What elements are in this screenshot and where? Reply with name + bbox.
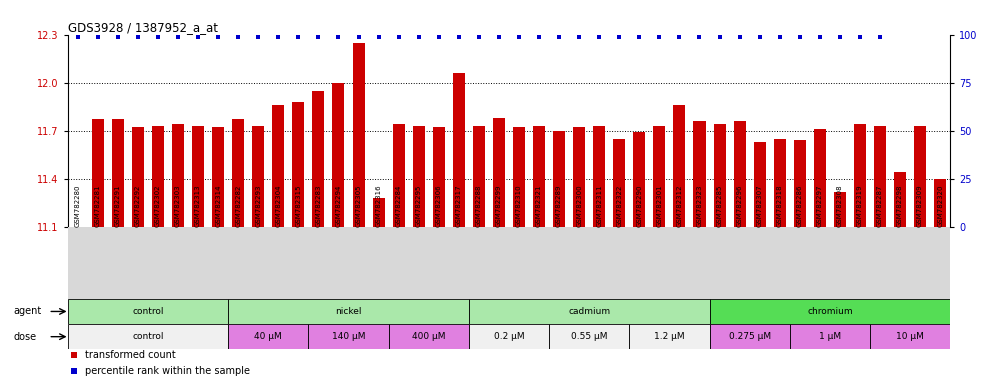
Bar bbox=[754, 142, 766, 227]
Bar bbox=[469, 324, 549, 349]
Bar bbox=[453, 73, 465, 227]
Bar bbox=[774, 139, 786, 227]
Bar bbox=[633, 132, 645, 227]
Bar bbox=[152, 126, 164, 227]
Text: 1.2 μM: 1.2 μM bbox=[654, 332, 684, 341]
Text: 140 μM: 140 μM bbox=[332, 332, 366, 341]
Bar bbox=[794, 140, 806, 227]
Text: 10 μM: 10 μM bbox=[896, 332, 924, 341]
Bar bbox=[870, 324, 950, 349]
Bar bbox=[388, 324, 469, 349]
Bar bbox=[309, 324, 388, 349]
Bar bbox=[493, 118, 505, 227]
Bar bbox=[790, 324, 870, 349]
Bar bbox=[594, 126, 606, 227]
Bar bbox=[894, 172, 906, 227]
Bar bbox=[412, 126, 424, 227]
Text: GDS3928 / 1387952_a_at: GDS3928 / 1387952_a_at bbox=[68, 21, 218, 34]
Bar bbox=[629, 324, 709, 349]
Bar bbox=[854, 124, 866, 227]
Bar bbox=[533, 126, 545, 227]
Text: dose: dose bbox=[13, 332, 36, 342]
Bar bbox=[934, 179, 946, 227]
Bar bbox=[272, 105, 284, 227]
Bar bbox=[914, 126, 926, 227]
Bar bbox=[549, 324, 629, 349]
Text: 400 μM: 400 μM bbox=[412, 332, 445, 341]
Text: control: control bbox=[132, 307, 163, 316]
Bar bbox=[653, 126, 665, 227]
Bar bbox=[313, 91, 325, 227]
Bar bbox=[92, 119, 104, 227]
Text: 40 μM: 40 μM bbox=[254, 332, 282, 341]
Bar bbox=[834, 192, 846, 227]
Bar bbox=[228, 324, 309, 349]
Bar bbox=[172, 124, 184, 227]
Text: 0.275 μM: 0.275 μM bbox=[728, 332, 771, 341]
Text: control: control bbox=[132, 332, 163, 341]
Bar bbox=[734, 121, 746, 227]
Bar bbox=[553, 131, 565, 227]
Bar bbox=[573, 127, 586, 227]
Bar bbox=[68, 324, 228, 349]
Bar bbox=[131, 127, 144, 227]
Bar bbox=[373, 198, 384, 227]
Text: 1 μM: 1 μM bbox=[819, 332, 841, 341]
Bar bbox=[473, 126, 485, 227]
Text: nickel: nickel bbox=[336, 307, 362, 316]
Bar bbox=[112, 119, 124, 227]
Bar bbox=[713, 124, 725, 227]
Bar bbox=[469, 299, 709, 324]
Text: chromium: chromium bbox=[807, 307, 853, 316]
Bar bbox=[293, 102, 305, 227]
Bar bbox=[432, 127, 445, 227]
Bar bbox=[614, 139, 625, 227]
Bar bbox=[68, 299, 228, 324]
Bar bbox=[212, 127, 224, 227]
Text: percentile rank within the sample: percentile rank within the sample bbox=[86, 366, 250, 376]
Text: agent: agent bbox=[13, 306, 41, 316]
Bar bbox=[232, 119, 244, 227]
Bar bbox=[228, 299, 469, 324]
Bar bbox=[252, 126, 264, 227]
Bar bbox=[709, 324, 790, 349]
Bar bbox=[693, 121, 705, 227]
Text: transformed count: transformed count bbox=[86, 350, 176, 360]
Bar bbox=[333, 83, 345, 227]
Text: 0.55 μM: 0.55 μM bbox=[571, 332, 608, 341]
Bar bbox=[673, 105, 685, 227]
Bar bbox=[392, 124, 404, 227]
Bar bbox=[513, 127, 525, 227]
Bar bbox=[709, 299, 950, 324]
Bar bbox=[192, 126, 204, 227]
Text: cadmium: cadmium bbox=[568, 307, 611, 316]
Text: 0.2 μM: 0.2 μM bbox=[494, 332, 524, 341]
Bar bbox=[353, 43, 365, 227]
Bar bbox=[873, 126, 886, 227]
Bar bbox=[814, 129, 826, 227]
